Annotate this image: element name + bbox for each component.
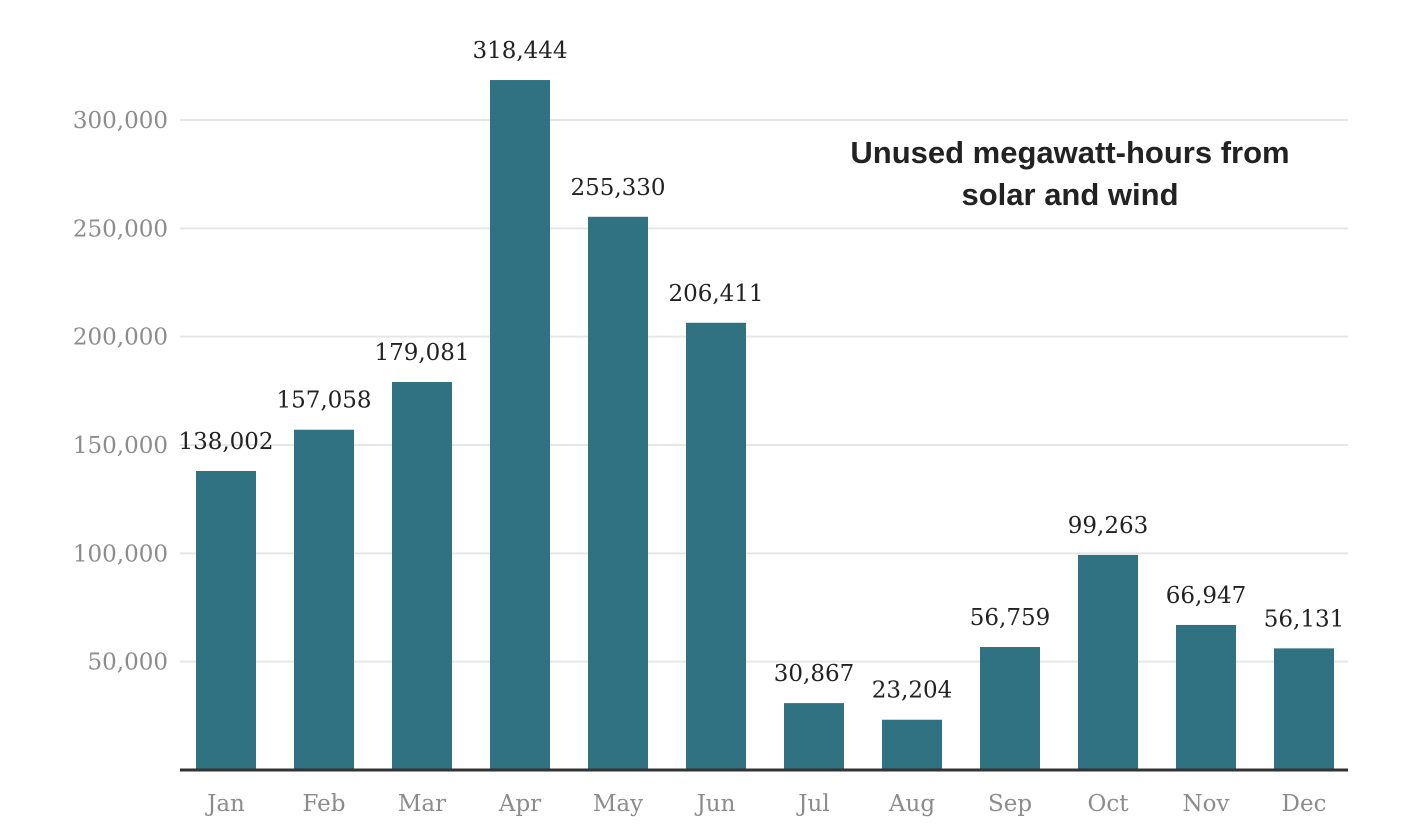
data-label-feb: 157,058 (276, 388, 371, 414)
x-axis-tick-labels: Jan Feb Mar Apr May Jun Jul Aug Sep Oct Nov Dec (205, 791, 1326, 817)
x-tick-label-jan: Jan (205, 791, 245, 817)
data-label-nov: 66,947 (1166, 583, 1246, 609)
x-tick-label-apr: Apr (498, 791, 541, 817)
bars (196, 80, 1334, 770)
bar-jun (686, 322, 746, 770)
y-axis-tick-labels: 50,000 100,000 150,000 200,000 250,000 300,00… (73, 108, 168, 676)
data-label-jan: 138,002 (178, 429, 273, 455)
bar-jul (784, 703, 844, 770)
bar-may (588, 216, 648, 770)
chart-title-line-2: solar and wind (961, 177, 1179, 212)
data-label-apr: 318,444 (472, 38, 567, 64)
y-tick-label-250000: 250,000 (73, 216, 168, 242)
bar-aug (882, 719, 942, 770)
gridlines (180, 119, 1348, 663)
y-tick-label-150000: 150,000 (73, 433, 168, 459)
x-tick-label-jul: Jul (796, 791, 829, 817)
x-tick-label-oct: Oct (1088, 791, 1130, 817)
bar-jan (196, 470, 256, 770)
bar-feb (294, 429, 354, 770)
data-label-may: 255,330 (570, 175, 665, 201)
data-label-mar: 179,081 (374, 340, 469, 366)
y-tick-label-100000: 100,000 (73, 541, 168, 567)
x-tick-label-may: May (593, 791, 643, 817)
chart-title-line-1: Unused megawatt-hours from (850, 135, 1290, 170)
x-tick-label-aug: Aug (888, 791, 935, 817)
y-tick-label-50000: 50,000 (88, 650, 168, 676)
bar-sep (980, 647, 1040, 770)
data-label-sep: 56,759 (970, 605, 1050, 631)
data-label-jun: 206,411 (668, 281, 763, 307)
y-tick-label-200000: 200,000 (73, 325, 168, 351)
x-tick-label-mar: Mar (398, 791, 446, 817)
x-tick-label-sep: Sep (988, 791, 1032, 817)
x-tick-label-dec: Dec (1282, 791, 1327, 817)
x-tick-label-nov: Nov (1183, 791, 1230, 817)
x-tick-label-feb: Feb (302, 791, 345, 817)
bar-apr (490, 80, 550, 770)
bar-dec (1274, 648, 1334, 770)
bar-mar (392, 381, 452, 770)
chart-title: Unused megawatt-hours from solar and win… (790, 132, 1350, 216)
data-label-dec: 56,131 (1264, 606, 1344, 632)
data-label-aug: 23,204 (872, 678, 952, 704)
y-tick-label-300000: 300,000 (73, 108, 168, 134)
x-tick-label-jun: Jun (695, 791, 736, 817)
bar-nov (1176, 624, 1236, 770)
bar-oct (1078, 554, 1138, 770)
data-label-jul: 30,867 (774, 661, 854, 687)
data-label-oct: 99,263 (1068, 513, 1148, 539)
